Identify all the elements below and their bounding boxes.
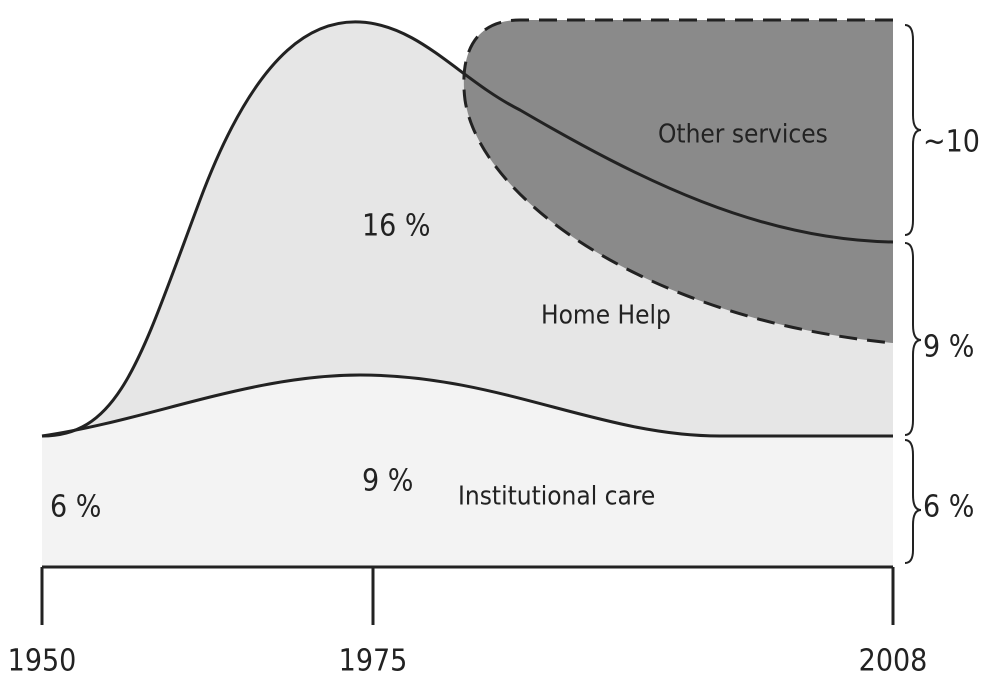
brace	[904, 439, 922, 564]
x-label: 1950	[8, 644, 77, 679]
label: Institutional care	[458, 482, 655, 512]
institutional-area	[42, 375, 893, 567]
label: 6 %	[50, 490, 101, 525]
right-label: 6 %	[923, 490, 974, 525]
x-label: 2008	[859, 644, 928, 679]
label: Home Help	[541, 301, 671, 331]
brace	[904, 24, 922, 236]
right-label: 9 %	[923, 330, 974, 365]
label: 9 %	[362, 464, 413, 499]
institutional-line	[41, 373, 893, 438]
brace	[904, 242, 922, 436]
home-help-area	[42, 21, 893, 436]
x-label: 1975	[339, 644, 408, 679]
label: Other services	[658, 120, 828, 150]
other-services-border	[462, 18, 894, 345]
right-label: ~10 %	[923, 125, 984, 160]
label: 16 %	[362, 209, 431, 244]
home-help-line	[41, 20, 894, 438]
other-services-area	[463, 20, 893, 343]
